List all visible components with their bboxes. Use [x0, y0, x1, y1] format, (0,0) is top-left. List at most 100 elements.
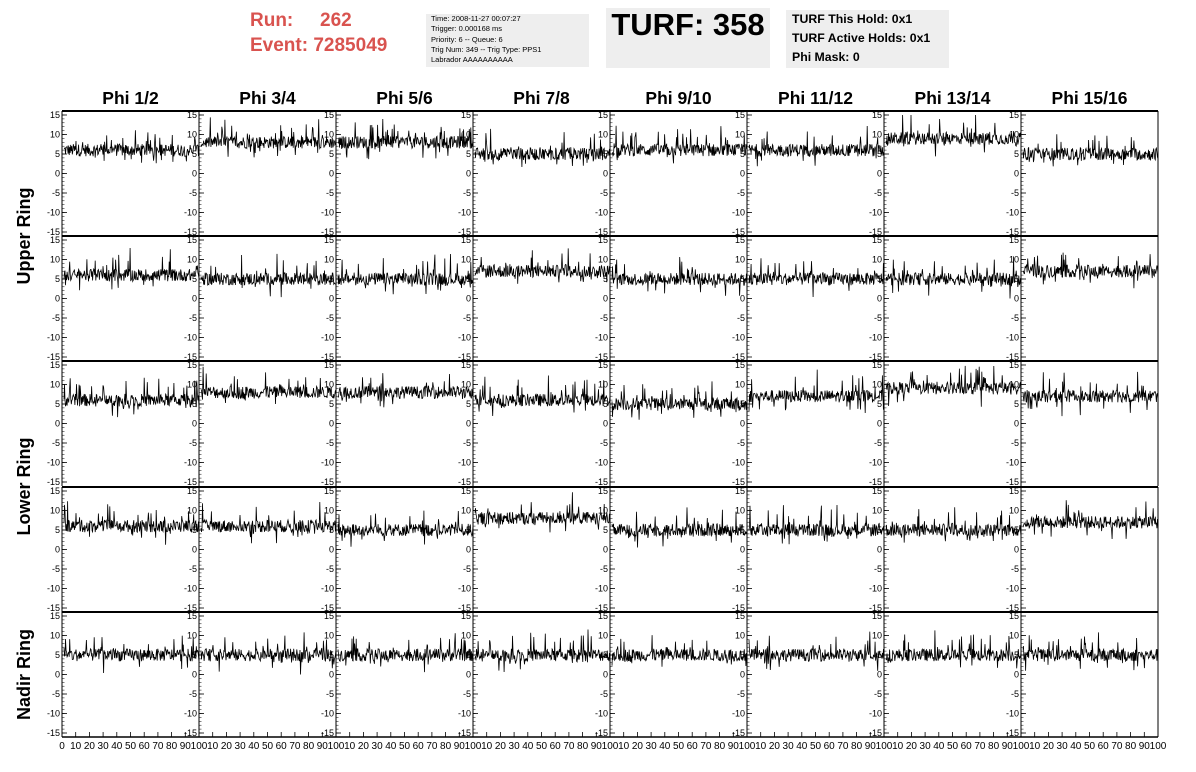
waveform-trace: [611, 125, 747, 164]
y-tick-label: 0: [329, 419, 334, 429]
run-value: 262: [320, 10, 352, 31]
y-tick-label: 0: [740, 545, 745, 555]
column-header: Phi 13/14: [915, 88, 991, 108]
y-tick-label: 10: [187, 380, 197, 390]
y-tick-label: 0: [740, 670, 745, 680]
waveform-trace: [63, 247, 200, 291]
y-tick-label: -15: [47, 352, 60, 362]
y-tick-label: 15: [598, 486, 608, 496]
y-tick-label: -15: [732, 227, 745, 237]
y-tick-label: -10: [321, 709, 334, 719]
y-tick-label: -5: [463, 313, 471, 323]
y-tick-label: 15: [872, 611, 882, 621]
y-tick-label: -10: [321, 333, 334, 343]
y-tick-label: 15: [872, 360, 882, 370]
y-tick-label: 15: [187, 110, 197, 120]
waveform-trace: [63, 501, 200, 545]
labrador-text: Labrador AAAAAAAAAA: [431, 55, 513, 65]
waveform-trace: [1022, 252, 1159, 289]
y-tick-label: -10: [869, 584, 882, 594]
y-tick-label: 5: [603, 525, 608, 535]
y-tick-label: 0: [1014, 670, 1019, 680]
y-tick-label: -5: [52, 689, 60, 699]
y-tick-label: 0: [877, 670, 882, 680]
turf-title: TURF: 358: [611, 7, 765, 42]
y-tick-label: 0: [1014, 545, 1019, 555]
y-tick-label: 5: [55, 650, 60, 660]
x-tick-label: 50: [1084, 741, 1096, 752]
y-tick-label: 5: [329, 399, 334, 409]
x-tick-label: 90: [1002, 741, 1014, 752]
y-tick-label: 15: [872, 110, 882, 120]
ring-label: Upper Ring: [14, 188, 34, 285]
y-tick-label: 15: [1009, 486, 1019, 496]
x-tick-label: 40: [1070, 741, 1082, 752]
y-tick-label: -10: [1006, 584, 1019, 594]
y-tick-label: -5: [189, 564, 197, 574]
y-tick-label: 5: [55, 274, 60, 284]
y-tick-label: 5: [1014, 399, 1019, 409]
y-tick-label: 15: [50, 486, 60, 496]
y-tick-label: -5: [874, 188, 882, 198]
waveform-trace: [474, 629, 611, 673]
y-tick-label: -15: [321, 603, 334, 613]
x-tick-label: 70: [974, 741, 986, 752]
waveform-trace: [200, 501, 337, 544]
waveform-trace: [611, 381, 748, 420]
y-tick-label: 10: [598, 631, 608, 641]
y-tick-label: 0: [877, 294, 882, 304]
y-tick-label: -15: [1006, 477, 1019, 487]
y-tick-label: 0: [466, 670, 471, 680]
x-tick-label: 70: [700, 741, 712, 752]
y-tick-label: 15: [461, 110, 471, 120]
y-tick-label: 0: [466, 419, 471, 429]
y-tick-label: 5: [55, 149, 60, 159]
x-tick-label: 90: [317, 741, 329, 752]
y-tick-label: 10: [50, 631, 60, 641]
x-tick-label: 10: [618, 741, 630, 752]
x-tick-label: 90: [454, 741, 466, 752]
y-tick-label: -10: [184, 208, 197, 218]
y-tick-label: -10: [595, 333, 608, 343]
y-tick-label: -5: [737, 689, 745, 699]
y-tick-label: -15: [732, 603, 745, 613]
waveform-trace: [885, 256, 1022, 299]
y-tick-label: 0: [55, 169, 60, 179]
x-tick-label: 90: [865, 741, 877, 752]
y-tick-label: 10: [598, 506, 608, 516]
y-tick-label: 15: [735, 611, 745, 621]
x-tick-label: 40: [659, 741, 671, 752]
waveform-trace: [1022, 632, 1159, 671]
x-tick-label: 100: [1150, 741, 1167, 752]
y-tick-label: -10: [732, 208, 745, 218]
x-tick-label: 70: [563, 741, 575, 752]
y-tick-label: 5: [466, 399, 471, 409]
waveform-trace: [748, 631, 885, 671]
event-label: Event:: [250, 35, 309, 56]
x-tick-label: 70: [837, 741, 849, 752]
y-tick-label: 0: [329, 294, 334, 304]
x-tick-label: 30: [509, 741, 521, 752]
y-tick-label: 10: [50, 130, 60, 140]
y-tick-label: 15: [187, 611, 197, 621]
y-tick-label: 15: [1009, 611, 1019, 621]
x-tick-label: 100: [602, 741, 619, 752]
y-tick-label: 15: [598, 110, 608, 120]
y-tick-label: 5: [466, 149, 471, 159]
y-tick-label: -10: [458, 333, 471, 343]
y-tick-label: 5: [192, 149, 197, 159]
y-tick-label: 5: [192, 650, 197, 660]
y-tick-label: -15: [321, 352, 334, 362]
x-tick-label: 80: [166, 741, 178, 752]
y-tick-label: -15: [869, 352, 882, 362]
waveform-trace: [885, 507, 1022, 543]
x-tick-label: 30: [920, 741, 932, 752]
y-tick-label: 0: [466, 545, 471, 555]
x-tick-label: 20: [906, 741, 918, 752]
x-tick-label: 80: [988, 741, 1000, 752]
y-tick-label: 0: [192, 169, 197, 179]
y-tick-label: 15: [461, 360, 471, 370]
waveform-trace: [611, 507, 748, 548]
y-tick-label: 5: [1014, 525, 1019, 535]
y-tick-label: -5: [737, 564, 745, 574]
